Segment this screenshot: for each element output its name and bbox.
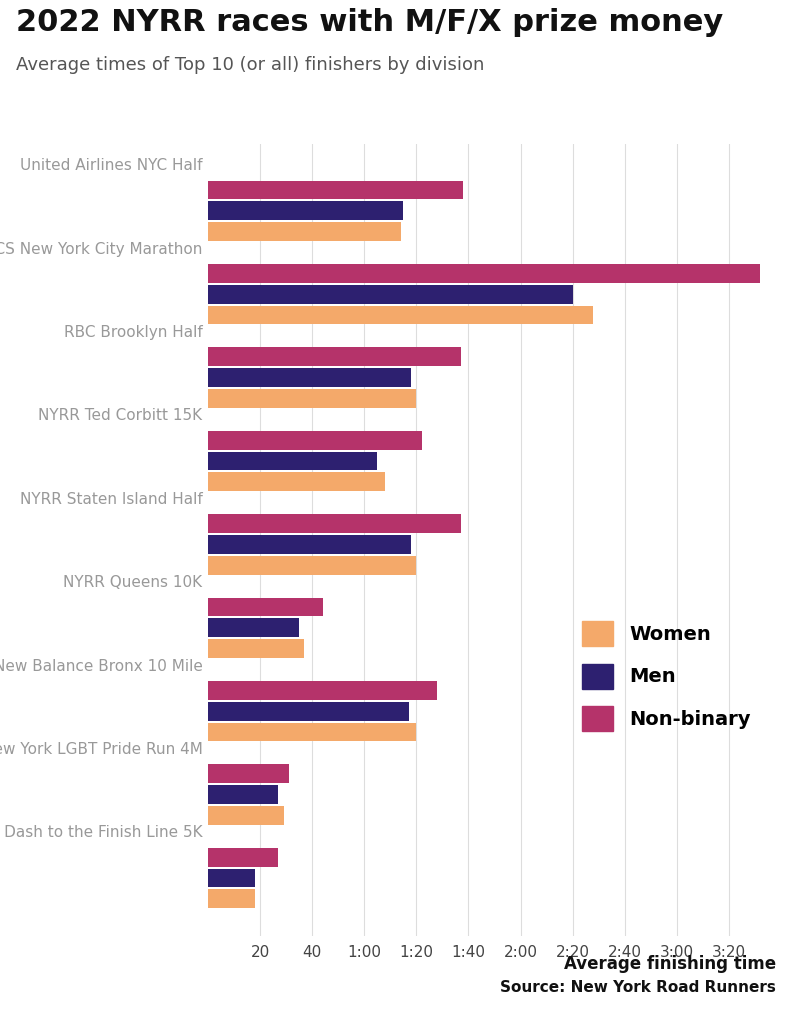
Legend: Women, Men, Non-binary: Women, Men, Non-binary [574, 613, 758, 739]
Text: Front Runners New York LGBT Pride Run 4M: Front Runners New York LGBT Pride Run 4M [0, 742, 202, 757]
Bar [208, 848, 278, 866]
Text: NYRR Ted Corbitt 15K: NYRR Ted Corbitt 15K [38, 409, 202, 424]
Bar [208, 389, 416, 407]
Bar [208, 180, 463, 200]
Bar [208, 431, 422, 450]
Bar [208, 618, 299, 637]
Text: New Balance Bronx 10 Mile: New Balance Bronx 10 Mile [0, 659, 202, 674]
Bar [208, 556, 416, 574]
Text: Average finishing time: Average finishing time [564, 955, 776, 972]
Text: 2022 NYRR races with M/F/X prize money: 2022 NYRR races with M/F/X prize money [16, 8, 723, 37]
Bar [208, 368, 411, 387]
Text: NYRR Staten Island Half: NYRR Staten Island Half [20, 492, 202, 507]
Text: Source: New York Road Runners: Source: New York Road Runners [500, 980, 776, 995]
Bar [208, 702, 409, 720]
Text: United Airlines NYC Half: United Airlines NYC Half [20, 158, 202, 173]
Bar [208, 264, 760, 283]
Bar [208, 202, 403, 220]
Bar [208, 306, 594, 324]
Bar [208, 722, 416, 742]
Bar [208, 681, 438, 700]
Bar [208, 285, 573, 304]
Bar [208, 785, 278, 804]
Bar [208, 639, 304, 658]
Bar [208, 452, 378, 470]
Bar [208, 472, 385, 491]
Text: RBC Brooklyn Half: RBC Brooklyn Half [64, 325, 202, 340]
Bar [208, 348, 461, 366]
Text: NYRR Queens 10K: NYRR Queens 10K [63, 575, 202, 591]
Bar [208, 535, 411, 554]
Bar [208, 514, 461, 533]
Bar [208, 598, 322, 616]
Text: Abbott Dash to the Finish Line 5K: Abbott Dash to the Finish Line 5K [0, 825, 202, 841]
Bar [208, 222, 401, 241]
Bar [208, 889, 255, 909]
Bar [208, 806, 283, 825]
Text: Average times of Top 10 (or all) finishers by division: Average times of Top 10 (or all) finishe… [16, 56, 484, 73]
Text: TCS New York City Marathon: TCS New York City Marathon [0, 242, 202, 256]
Bar [208, 868, 255, 887]
Bar [208, 765, 289, 783]
